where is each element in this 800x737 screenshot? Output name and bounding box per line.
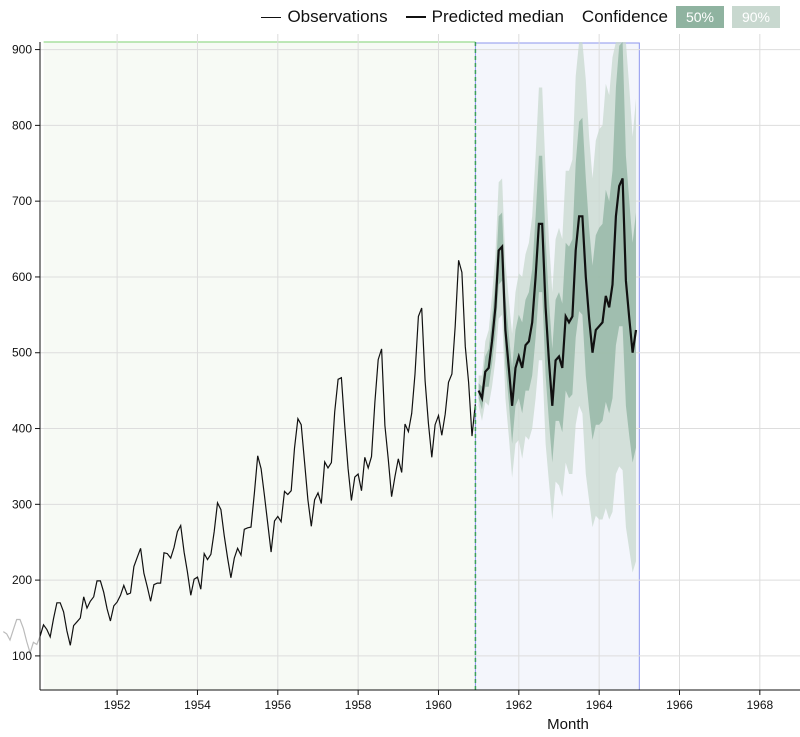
x-tick-label: 1952 [104, 698, 131, 712]
observations-line [39, 260, 476, 646]
x-tick-label: 1958 [345, 698, 372, 712]
x-tick-label: 1956 [264, 698, 291, 712]
training-region [43, 42, 476, 690]
y-tick-label: 800 [12, 118, 32, 132]
legend-observations-label: Observations [287, 7, 388, 26]
y-tick-label: 100 [12, 649, 32, 663]
median-line [477, 177, 638, 406]
x-tick-label: 1960 [425, 698, 452, 712]
y-tick-label: 500 [12, 346, 32, 360]
series-lines [2, 42, 638, 690]
legend-median[interactable]: Predicted median [405, 7, 564, 27]
x-axis-title: Month [547, 716, 589, 733]
x-tick-label: 1964 [586, 698, 613, 712]
y-tick-label: 700 [12, 194, 32, 208]
axes: 1952 1954 1956 1958 1960 1962 1964 1966 1968 100 2… [12, 42, 800, 712]
legend-confidence: Confidence 50% 90% [582, 6, 780, 28]
band-50-swatch[interactable]: 50% [675, 6, 724, 28]
y-tick-label: 900 [12, 43, 32, 57]
legend: Observations Predicted median Confidence… [243, 4, 780, 30]
band-90-swatch[interactable]: 90% [731, 6, 780, 28]
legend-confidence-label: Confidence [581, 7, 668, 26]
observations-line-icon [261, 16, 282, 18]
legend-median-label: Predicted median [431, 7, 564, 26]
y-tick-label: 400 [12, 422, 32, 436]
legend-observations[interactable]: Observations [261, 7, 388, 27]
x-tick-label: 1968 [746, 698, 773, 712]
y-tick-label: 200 [12, 573, 32, 587]
y-tick-label: 600 [12, 270, 32, 284]
x-tick-label: 1954 [184, 698, 211, 712]
x-tick-label: 1966 [666, 698, 693, 712]
y-tick-label: 300 [12, 497, 32, 511]
x-tick-label: 1962 [505, 698, 532, 712]
median-line-icon [405, 16, 426, 18]
observations-early-line [2, 618, 45, 655]
